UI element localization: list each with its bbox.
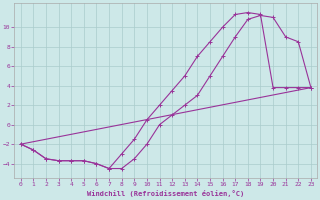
X-axis label: Windchill (Refroidissement éolien,°C): Windchill (Refroidissement éolien,°C)	[87, 190, 244, 197]
